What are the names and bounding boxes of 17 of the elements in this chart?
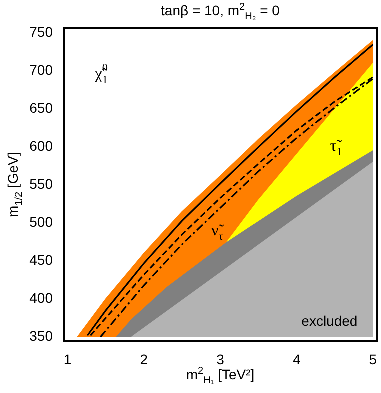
x-tick-label: 3 [216, 351, 225, 368]
y-tick-label: 600 [30, 138, 54, 154]
y-tick-label: 400 [30, 290, 54, 306]
x-tick-label: 2 [140, 351, 148, 368]
y-tick-label: 700 [30, 62, 54, 78]
y-tick-label: 650 [30, 100, 54, 116]
x-tick-label: 1 [64, 351, 72, 368]
x-axis-title: m$^{2}$$_{H₁}$ [TeV²] [185, 366, 256, 386]
y-tick-label: 350 [30, 328, 54, 344]
y-tick-label: 550 [30, 176, 54, 192]
y-tick-label: 750 [30, 24, 54, 40]
y-tick-label: 500 [30, 214, 54, 230]
y-tick-label: 450 [30, 252, 54, 268]
x-tick-label: 4 [292, 351, 301, 368]
chart-title: tanβ = 10, m$^{2}$$_{H₂}$ = 0 [160, 2, 281, 22]
x-tick-label: 5 [369, 351, 378, 368]
annotation: excluded [302, 313, 358, 330]
